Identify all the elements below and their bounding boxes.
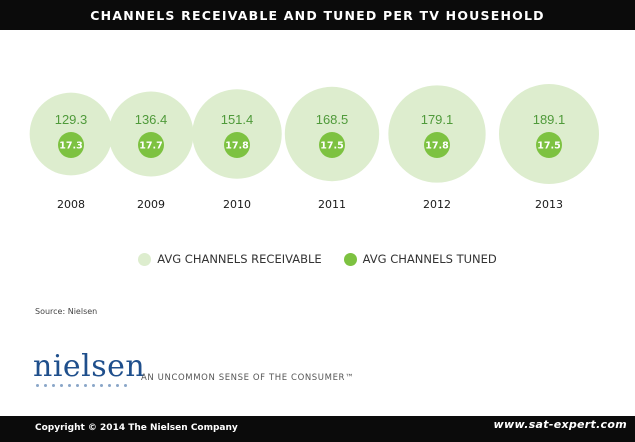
footer-bar: Copyright © 2014 The Nielsen Company www… <box>0 416 635 442</box>
receivable-value-label-2011: 168.5 <box>316 112 349 127</box>
tuned-value-label-2013: 17.5 <box>537 141 560 152</box>
chart-legend: AVG CHANNELS RECEIVABLE AVG CHANNELS TUN… <box>0 252 635 266</box>
tuned-bubble-2011 <box>319 132 345 158</box>
chart-title-bar: CHANNELS RECEIVABLE AND TUNED PER TV HOU… <box>0 0 635 30</box>
legend-label-receivable: AVG CHANNELS RECEIVABLE <box>157 252 322 266</box>
receivable-value-label-2013: 189.1 <box>533 112 566 127</box>
year-label-2011: 2011 <box>318 198 346 211</box>
legend-item-receivable: AVG CHANNELS RECEIVABLE <box>138 252 322 266</box>
logo-wordmark: nielsen <box>33 349 146 384</box>
tuned-value-label-2011: 17.5 <box>320 141 343 152</box>
year-label-2013: 2013 <box>535 198 563 211</box>
receivable-value-label-2008: 129.3 <box>55 112 88 127</box>
tuned-bubble-2008 <box>58 132 84 158</box>
year-label-2010: 2010 <box>223 198 251 211</box>
tuned-bubble-2009 <box>138 132 164 158</box>
legend-item-tuned: AVG CHANNELS TUNED <box>343 252 497 266</box>
receivable-value-label-2010: 151.4 <box>221 112 254 127</box>
brand-tagline: AN UNCOMMON SENSE OF THE CONSUMER™ <box>141 373 355 383</box>
tuned-bubble-2013 <box>536 132 562 158</box>
watermark-text: www.sat-expert.com <box>493 418 627 431</box>
legend-label-tuned: AVG CHANNELS TUNED <box>362 252 497 266</box>
tuned-bubble-2012 <box>424 132 450 158</box>
chart-title: CHANNELS RECEIVABLE AND TUNED PER TV HOU… <box>90 7 545 23</box>
nielsen-logo: nielsen <box>33 352 145 387</box>
legend-swatch-receivable <box>138 252 152 266</box>
year-label-2008: 2008 <box>57 198 85 211</box>
tuned-value-label-2012: 17.8 <box>425 141 449 152</box>
year-label-2012: 2012 <box>423 198 451 211</box>
bubble-chart: 129.3 17.3 2008 136.4 17.7 2009 151.4 17.8 2010 1… <box>29 84 599 211</box>
receivable-value-label-2009: 136.4 <box>135 112 168 127</box>
logo-dots <box>33 384 145 387</box>
year-label-2009: 2009 <box>137 198 165 211</box>
tuned-value-label-2008: 17.3 <box>59 141 82 152</box>
tuned-bubble-2010 <box>224 132 250 158</box>
receivable-value-label-2012: 179.1 <box>421 112 454 127</box>
copyright-text: Copyright © 2014 The Nielsen Company <box>35 423 238 433</box>
legend-swatch-tuned <box>343 252 357 266</box>
tuned-value-label-2009: 17.7 <box>139 141 162 152</box>
tuned-value-label-2010: 17.8 <box>225 141 249 152</box>
source-note: Source: Nielsen <box>35 307 98 316</box>
